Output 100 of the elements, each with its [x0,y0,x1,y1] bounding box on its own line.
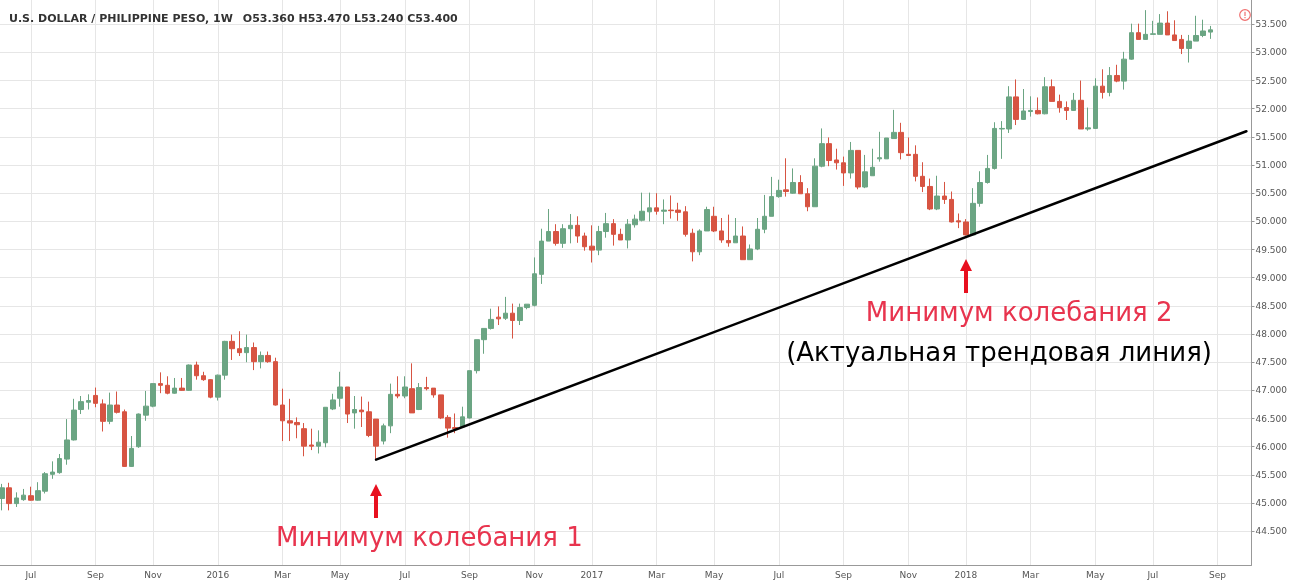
candlestick [136,412,141,449]
candlestick [848,141,854,180]
y-tick-label: 45.500 [1255,469,1288,480]
x-tick-label: Sep [461,569,479,580]
candlestick [870,148,875,177]
candlestick [359,396,364,428]
candlestick [805,187,810,212]
candlestick [855,149,861,190]
y-tick-label: 47.000 [1255,385,1288,396]
candlestick [891,109,897,140]
candlestick [1042,76,1048,115]
candlestick [769,176,774,217]
candlestick [237,330,242,357]
candlestick [14,491,19,508]
candlestick [1078,80,1084,130]
candlestick [172,377,177,395]
candlestick [1013,78,1019,126]
y-tick-label: 48.000 [1255,329,1288,340]
x-tick-label: Nov [144,569,163,580]
candlestick [503,296,508,321]
y-tick-label: 48.500 [1255,300,1288,311]
candlestick [86,393,91,411]
candlestick [690,228,695,262]
candlestick [0,483,5,511]
x-tick-label: Nov [525,569,544,580]
candlestick [697,228,702,256]
candlestick [208,378,213,399]
candlestick [280,388,285,442]
candlestick [755,217,760,251]
candlestick [244,334,249,363]
candlestick [1028,95,1033,118]
candlestick [683,205,688,238]
candlestick [1179,34,1184,55]
candlestick [107,392,113,425]
candlestick [647,192,652,222]
candlestick [949,191,954,224]
candlestick [1021,88,1026,121]
candlestick [1049,78,1055,102]
candlestick [337,371,343,408]
candlestick [942,181,947,205]
candlestick [510,303,515,340]
y-tick-label: 52.000 [1255,103,1288,114]
x-tick-label: Sep [1209,569,1227,580]
candlestick [654,192,659,216]
candlestick [560,223,566,249]
y-tick-label: 49.500 [1255,244,1288,255]
candlestick [661,198,667,225]
candlestick [273,357,278,407]
candlestick [1208,25,1213,40]
candlestick [1100,68,1105,100]
x-tick-label: 2016 [206,569,230,580]
y-tick-label: 46.500 [1255,413,1288,424]
candlestick [1143,9,1148,40]
x-tick-label: Jul [24,569,37,580]
candlestick [539,228,544,285]
text: O53.360 H53.470 L53.240 C53.400 [242,11,459,25]
candlestick [345,386,350,424]
y-tick-label: 50.500 [1255,188,1288,199]
candlestick [57,453,62,475]
candlestick [790,167,796,195]
candlestick [352,395,357,430]
candlestick [388,383,393,434]
candlestick [1114,64,1120,83]
x-tick-label: Sep [87,569,105,580]
candlestick [179,377,185,392]
candlestick [568,213,573,244]
candlestick [1035,96,1041,115]
candlestick [122,409,127,468]
candlestick [862,154,868,189]
candlestick [611,218,616,247]
candlestick [316,429,321,454]
candlestick [330,393,336,411]
candlestick [711,206,717,233]
candlestick [158,371,163,394]
candlestick [762,194,767,234]
candlestick [28,486,34,502]
candlestick [747,243,753,261]
x-tick-label: Mar [1022,569,1040,580]
x-tick-label: 2018 [954,569,978,580]
candlestick [1165,10,1170,36]
candlestick [114,391,120,414]
candlestick [740,225,746,261]
annotation: Минимум колебания 1 [276,521,583,552]
candlestick [726,214,731,248]
candlestick [733,217,738,244]
candlestick [395,375,400,399]
candlestick [532,256,537,307]
candlestick [934,175,940,211]
y-tick-label: 49.000 [1255,272,1288,283]
candlestick [704,206,710,232]
text: U.S. DOLLAR / PHILIPPINE PESO, 1W [9,11,233,25]
candlestick [100,398,106,432]
y-tick-label: 44.500 [1255,526,1288,537]
candlestick [1071,92,1076,112]
x-tick-label: Mar [274,569,292,580]
candlestick [323,406,328,448]
candlestick [906,136,911,156]
candlestick [1093,77,1098,130]
y-tick-label: 51.500 [1255,131,1288,142]
candlestick [251,341,257,371]
